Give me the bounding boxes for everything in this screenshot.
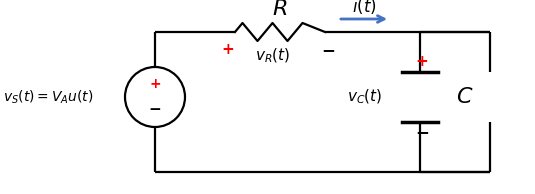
Text: $v_S(t){=}V_A u(t)$: $v_S(t){=}V_A u(t)$ xyxy=(3,88,94,106)
Text: $R$: $R$ xyxy=(272,0,288,19)
Text: $i(t)$: $i(t)$ xyxy=(351,0,376,16)
Text: −: − xyxy=(149,102,162,117)
Text: $v_R(t)$: $v_R(t)$ xyxy=(255,47,291,65)
Text: −: − xyxy=(321,41,335,59)
Text: $v_C(t)$: $v_C(t)$ xyxy=(347,88,382,106)
Text: +: + xyxy=(416,55,429,69)
Text: +: + xyxy=(149,77,161,91)
Text: +: + xyxy=(221,42,234,57)
Text: $C$: $C$ xyxy=(456,87,473,107)
Text: −: − xyxy=(415,123,429,141)
